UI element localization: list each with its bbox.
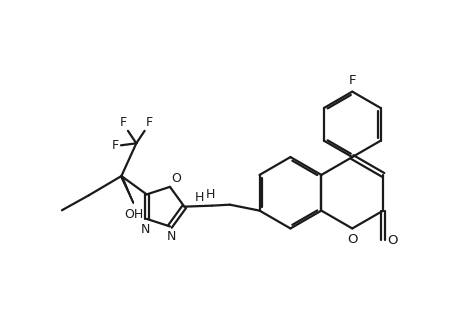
- Text: O: O: [170, 172, 180, 185]
- Text: H: H: [205, 188, 214, 201]
- Text: N: N: [166, 230, 175, 244]
- Text: F: F: [112, 139, 119, 152]
- Text: O: O: [387, 234, 397, 247]
- Text: F: F: [145, 116, 152, 129]
- Text: H: H: [194, 191, 203, 204]
- Text: F: F: [120, 116, 127, 129]
- Text: N: N: [141, 223, 150, 236]
- Text: OH: OH: [124, 208, 143, 221]
- Text: F: F: [348, 74, 355, 87]
- Text: O: O: [346, 233, 357, 247]
